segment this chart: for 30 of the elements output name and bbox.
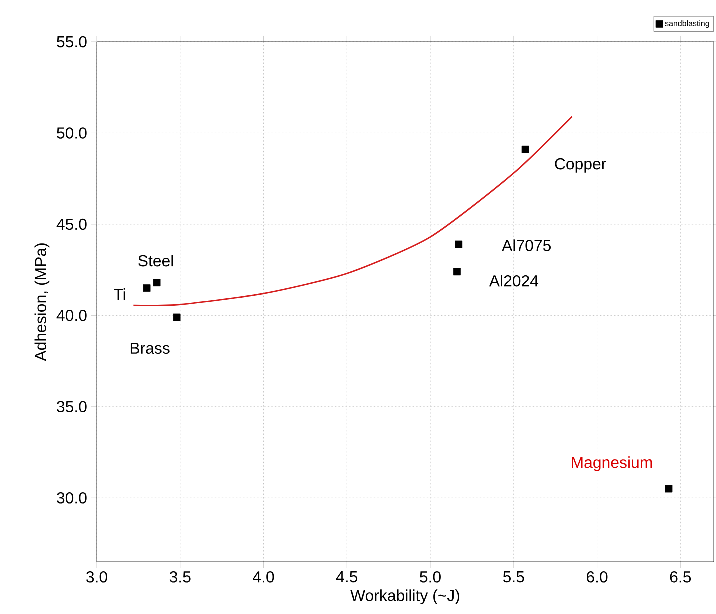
annotation: Steel [138, 254, 174, 267]
y-axis-title: Adhesion, (MPa) [34, 244, 50, 362]
x-tick-label: 5.0 [420, 572, 441, 583]
x-axis-title: Workability (~J) [350, 590, 460, 605]
x-tick-label: 6.0 [587, 572, 608, 583]
point [153, 279, 161, 287]
x-tick-label: 5.5 [503, 572, 524, 583]
annotation: Al7075 [502, 240, 551, 252]
point [173, 314, 181, 322]
x-tick-label: 4.0 [253, 572, 274, 583]
y-tick-label: 55.0 [57, 36, 87, 48]
point [522, 146, 530, 154]
point [455, 240, 463, 248]
y-tick-label: 35.0 [57, 401, 87, 413]
annotation: Ti [114, 288, 126, 300]
x-tick-label: 3.0 [86, 572, 108, 583]
point [665, 485, 673, 493]
point [454, 268, 461, 276]
x-tick-label: 3.5 [170, 572, 191, 583]
annotation: Magnesium [572, 456, 652, 472]
x-tick-label: 6.5 [670, 572, 692, 583]
y-tick-label: 40.0 [56, 310, 87, 322]
annotation: Brass [130, 342, 170, 354]
point [143, 284, 151, 292]
x-tick-label: 4.5 [336, 572, 358, 583]
annotation: Al2024 [489, 275, 539, 287]
y-tick-label: 50.0 [57, 128, 87, 139]
y-tick-label: 30.0 [57, 492, 87, 504]
y-tick-label: 45.0 [56, 218, 87, 230]
annotation: Copper [555, 158, 606, 173]
